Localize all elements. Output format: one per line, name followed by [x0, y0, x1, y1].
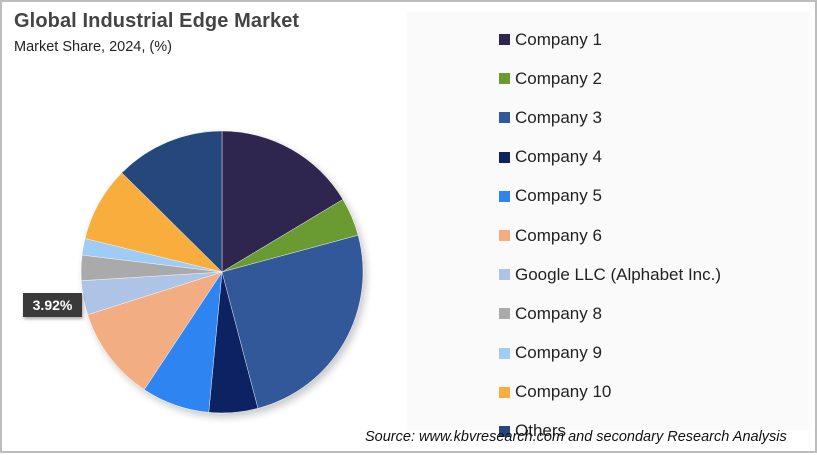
legend-item-company-3[interactable]: Company 3 [499, 98, 721, 137]
legend-item-company-4[interactable]: Company 4 [499, 138, 721, 177]
pie-slice-others[interactable] [121, 130, 223, 273]
legend-label: Company 1 [515, 29, 602, 49]
legend-label: Company 3 [515, 107, 602, 127]
legend-label: Others [515, 421, 567, 441]
legend-label: Company 4 [515, 147, 602, 167]
chart-subtitle: Market Share, 2024, (%) [14, 39, 172, 55]
legend-swatch-icon [499, 73, 510, 85]
legend-label: Google LLC (Alphabet Inc.) [515, 264, 722, 284]
legend-label: Company 9 [515, 343, 602, 363]
legend-item-company-1[interactable]: Company 1 [499, 20, 721, 59]
legend-swatch-icon [499, 151, 510, 163]
legend-label: Company 5 [515, 186, 602, 206]
legend-swatch-icon [499, 34, 510, 46]
legend-label: Company 6 [515, 225, 602, 245]
pie-svg [80, 130, 364, 414]
legend-label: Company 2 [515, 68, 602, 88]
legend-swatch-icon [499, 308, 510, 320]
pie-chart [2, 2, 402, 455]
legend-item-company-9[interactable]: Company 9 [499, 334, 721, 373]
legend-swatch-icon [499, 269, 510, 281]
chart-title: Global Industrial Edge Market [14, 10, 300, 32]
legend-panel [407, 12, 809, 430]
pie-slice-company-6[interactable] [87, 271, 223, 390]
legend-swatch-icon [499, 425, 510, 437]
legend-item-company-10[interactable]: Company 10 [499, 373, 721, 412]
legend-item-company-5[interactable]: Company 5 [499, 177, 721, 216]
legend-swatch-icon [499, 190, 510, 202]
legend-item-company-2[interactable]: Company 2 [499, 59, 721, 98]
legend-swatch-icon [499, 230, 510, 242]
source-note: Source: www.kbvresearch.com and secondar… [365, 429, 787, 445]
legend-swatch-icon [499, 112, 510, 124]
legend-label: Company 8 [515, 303, 602, 323]
legend-swatch-icon [499, 347, 510, 359]
legend-item-google[interactable]: Google LLC (Alphabet Inc.) [499, 255, 721, 294]
legend-item-company-8[interactable]: Company 8 [499, 294, 721, 333]
data-label-google: 3.92% [23, 293, 82, 317]
pie-slice-company-3[interactable] [221, 234, 364, 409]
legend-label: Company 10 [515, 382, 612, 402]
pie-slice-company-1[interactable] [221, 130, 344, 273]
legend-item-company-6[interactable]: Company 6 [499, 216, 721, 255]
legend-item-others[interactable]: Others [499, 412, 721, 451]
legend: Company 1 Company 2 Company 3 Company 4 … [499, 20, 721, 451]
legend-swatch-icon [499, 386, 510, 398]
